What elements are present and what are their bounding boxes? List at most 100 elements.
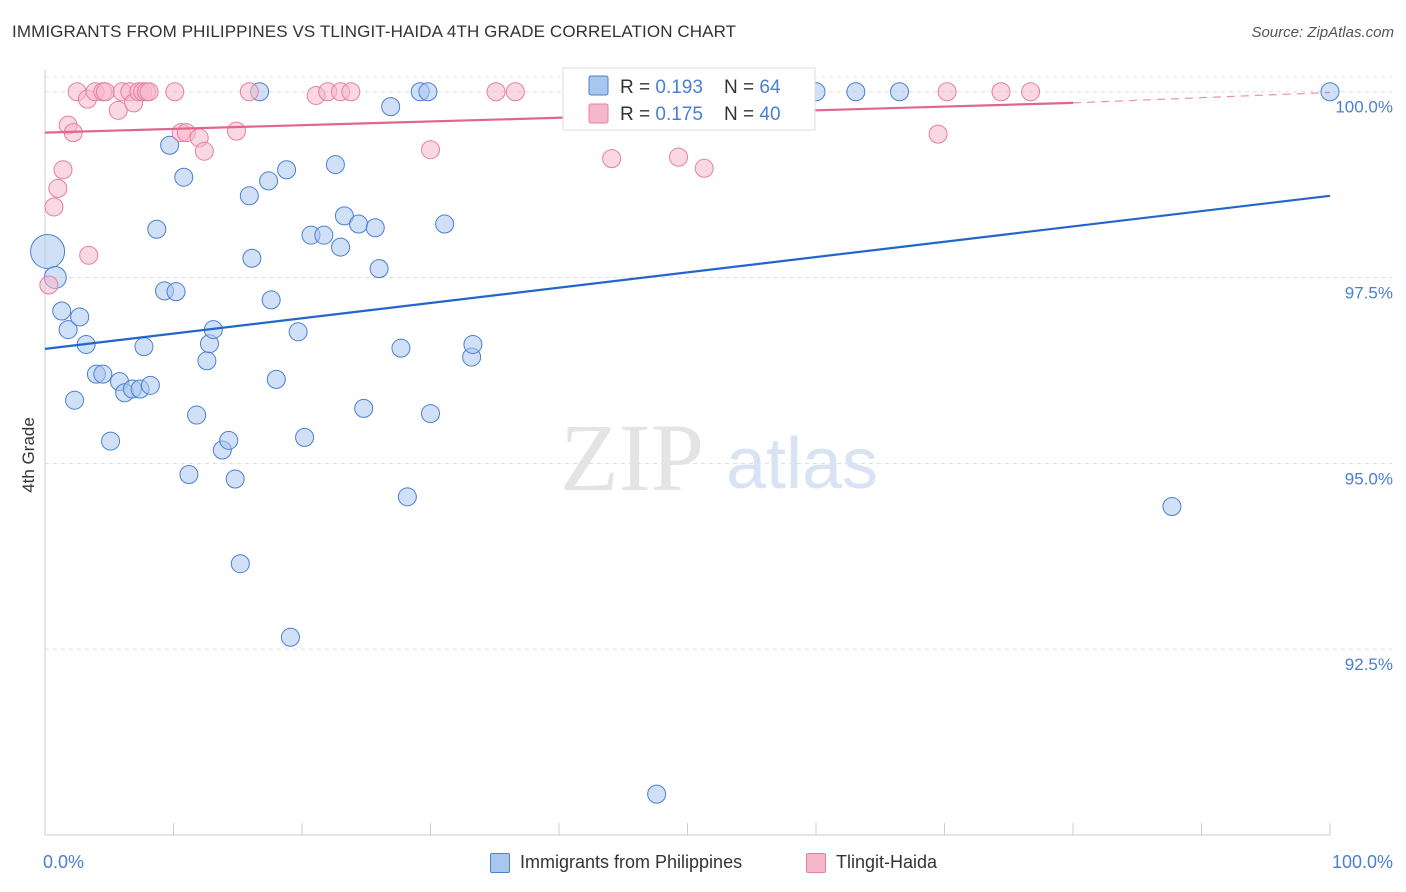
- tlingit-trend-line: [44, 101, 1074, 134]
- philippines-point: [435, 214, 455, 234]
- stats-legend: R = 0.193 N = 64 R = 0.175 N = 40: [562, 67, 816, 131]
- philippines-point: [391, 338, 411, 358]
- tlingit-point: [194, 141, 214, 161]
- tlingit-point: [505, 82, 525, 102]
- source-label: Source: ZipAtlas.com: [1251, 24, 1394, 41]
- philippines-point: [93, 364, 113, 384]
- tlingit-point: [669, 147, 689, 167]
- philippines-point: [179, 465, 199, 485]
- tlingit-point: [39, 275, 59, 295]
- philippines-point: [421, 404, 440, 424]
- svg-text:R = 0.175: R = 0.175: [620, 104, 703, 125]
- bottom-legend: Immigrants from Philippines Tlingit-Haid…: [0, 852, 1406, 878]
- x-tick-label-min: 0.0%: [43, 852, 84, 872]
- philippines-point: [266, 369, 286, 389]
- philippines-point: [30, 234, 66, 270]
- y-tick-label: 97.5%: [1345, 284, 1393, 303]
- philippines-point: [397, 487, 417, 507]
- tlingit-point: [486, 82, 506, 102]
- philippines-point: [314, 225, 334, 245]
- philippines-point: [261, 290, 281, 310]
- tlingit-trend-extension: [1072, 91, 1331, 104]
- philippines-point: [277, 160, 297, 180]
- philippines-point: [354, 398, 374, 418]
- stats-n-label-pink: N =: [724, 104, 759, 125]
- philippines-point: [647, 784, 667, 804]
- tlingit-point: [44, 197, 64, 217]
- philippines-point: [101, 431, 121, 451]
- philippines-point: [334, 206, 354, 226]
- philippines-point: [166, 282, 186, 302]
- tlingit-point: [108, 100, 128, 120]
- philippines-point: [381, 97, 401, 117]
- philippines-point: [197, 351, 217, 371]
- philippines-point: [52, 301, 72, 321]
- philippines-point: [134, 337, 154, 357]
- legend-item-philippines: Immigrants from Philippines: [490, 852, 742, 873]
- philippines-point: [242, 248, 262, 268]
- philippines-point: [147, 219, 167, 239]
- philippines-point: [418, 82, 438, 102]
- philippines-point: [1320, 82, 1340, 102]
- tlingit-point: [165, 82, 185, 102]
- tlingit-point: [48, 178, 68, 198]
- philippines-point: [365, 218, 385, 238]
- stats-r-label-pink: R =: [620, 104, 655, 125]
- tlingit-point: [139, 82, 159, 102]
- y-axis-label: 4th Grade: [19, 417, 38, 493]
- tlingit-point: [991, 82, 1011, 102]
- philippines-point: [259, 171, 279, 191]
- tlingit-point: [694, 158, 714, 178]
- philippines-point: [230, 554, 250, 574]
- tlingit-point: [53, 160, 73, 180]
- philippines-point: [325, 155, 345, 175]
- philippines-point: [160, 135, 180, 155]
- watermark-atlas: atlas: [726, 424, 878, 504]
- x-tick-label-max: 100.0%: [1332, 852, 1393, 872]
- philippines-point: [187, 405, 207, 425]
- stats-r-label-blue: R =: [620, 77, 655, 98]
- philippines-point: [280, 627, 300, 647]
- chart-title: IMMIGRANTS FROM PHILIPPINES VS TLINGIT-H…: [12, 22, 737, 41]
- philippines-point: [239, 186, 259, 206]
- philippines-point: [288, 322, 308, 342]
- stats-legend-swatch-blue: [588, 75, 609, 96]
- points-layer: [30, 82, 1340, 804]
- stats-legend-swatch-pink: [588, 103, 609, 124]
- philippines-point: [70, 307, 90, 327]
- philippines-trend-line: [44, 194, 1331, 350]
- stats-n-label-blue: N =: [724, 77, 759, 98]
- y-tick-label: 92.5%: [1345, 655, 1393, 674]
- y-tick-label: 95.0%: [1345, 469, 1393, 488]
- philippines-point: [219, 430, 239, 450]
- legend-item-tlingit: Tlingit-Haida: [806, 852, 937, 873]
- axis-layer: 92.5% 95.0% 97.5% 100.0% 0.0% 100.0%: [43, 70, 1393, 872]
- tlingit-point: [1021, 82, 1041, 102]
- philippines-point: [463, 334, 483, 354]
- philippines-point: [65, 390, 85, 410]
- philippines-point: [295, 427, 315, 447]
- philippines-point: [1162, 496, 1182, 516]
- tlingit-point: [226, 121, 246, 141]
- philippines-point: [140, 375, 160, 395]
- philippines-point: [846, 82, 866, 102]
- y-tick-label: 100.0%: [1335, 98, 1393, 117]
- svg-text:N = 64: N = 64: [724, 77, 781, 98]
- philippines-point: [369, 259, 389, 279]
- svg-text:R = 0.193: R = 0.193: [620, 77, 703, 98]
- trend-layer: [44, 91, 1331, 350]
- stats-r-blue: 0.193: [655, 77, 703, 98]
- stats-r-pink: 0.175: [655, 104, 703, 125]
- watermark-zip: ZIP: [560, 404, 704, 511]
- svg-text:N = 40: N = 40: [724, 104, 781, 125]
- legend-label-tlingit: Tlingit-Haida: [836, 852, 938, 872]
- tlingit-point: [79, 245, 99, 265]
- philippines-point: [331, 237, 351, 257]
- tlingit-point: [937, 82, 957, 102]
- tlingit-point: [602, 149, 622, 169]
- philippines-point: [890, 82, 910, 102]
- tlingit-point: [95, 82, 115, 102]
- legend-swatch-philippines: [490, 852, 510, 873]
- stats-n-pink: 40: [759, 104, 780, 125]
